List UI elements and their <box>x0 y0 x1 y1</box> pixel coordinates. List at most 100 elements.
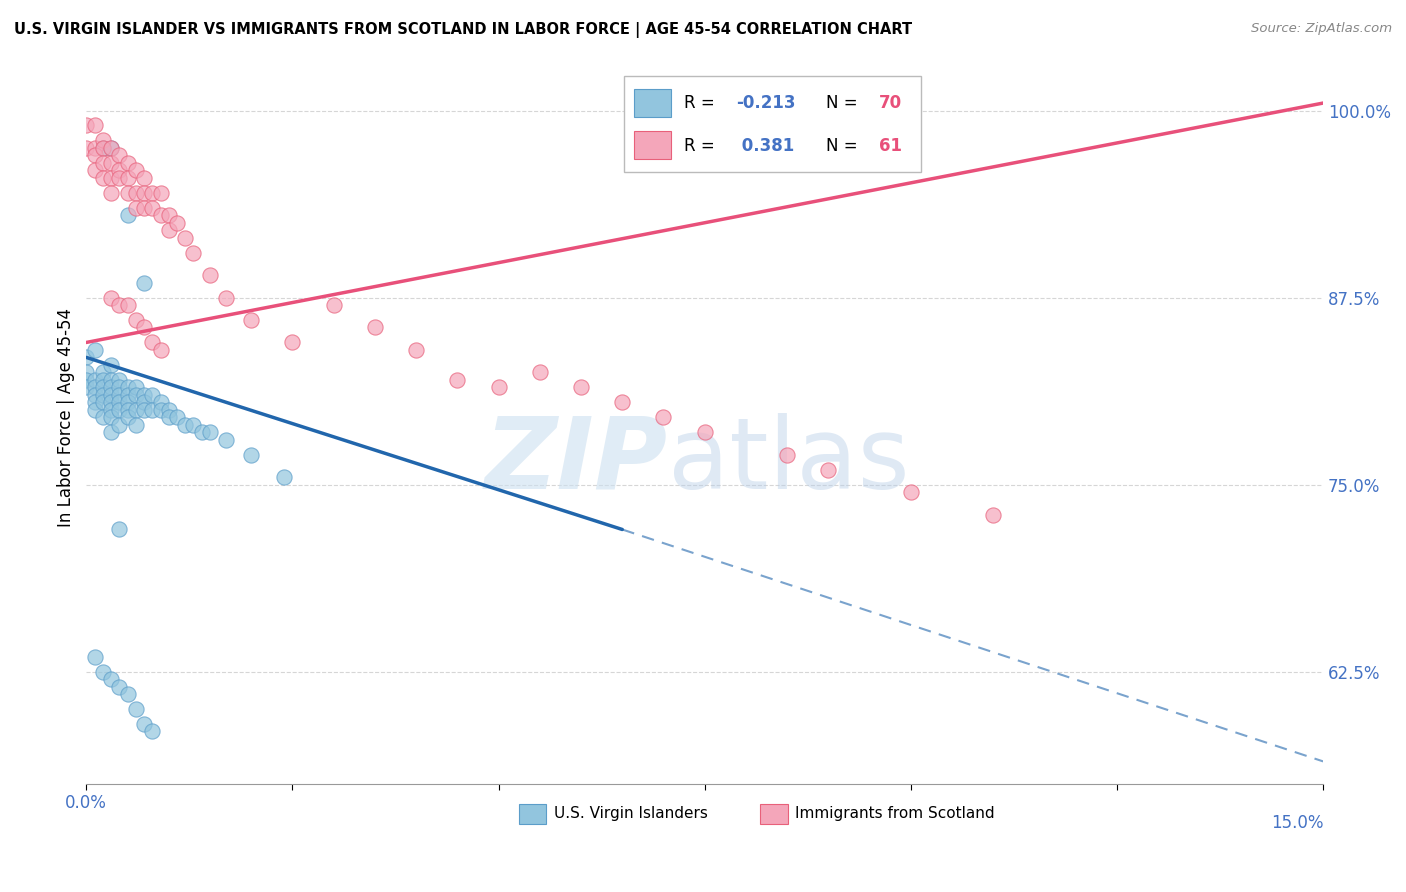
Point <box>215 291 238 305</box>
Point <box>166 216 188 230</box>
Point <box>125 380 148 394</box>
Point <box>100 380 122 394</box>
Text: 61: 61 <box>879 136 903 155</box>
Point <box>125 186 148 200</box>
Point <box>91 410 114 425</box>
Point <box>900 485 922 500</box>
Point <box>117 298 139 312</box>
Text: -0.213: -0.213 <box>735 94 796 112</box>
Point <box>125 402 148 417</box>
Point <box>83 388 105 402</box>
Point <box>981 508 1004 522</box>
Point <box>149 395 172 409</box>
Point <box>100 156 122 170</box>
Point <box>117 410 139 425</box>
Point <box>108 395 131 409</box>
Point <box>83 163 105 178</box>
FancyBboxPatch shape <box>519 804 547 824</box>
Point <box>108 417 131 432</box>
Point <box>83 402 105 417</box>
Point <box>405 343 427 357</box>
Point <box>693 425 716 440</box>
Point <box>157 402 180 417</box>
Text: U.S. Virgin Islanders: U.S. Virgin Islanders <box>554 806 707 822</box>
Point <box>157 410 180 425</box>
Point <box>108 298 131 312</box>
Point <box>132 388 155 402</box>
Text: Immigrants from Scotland: Immigrants from Scotland <box>794 806 994 822</box>
Point <box>364 320 387 334</box>
FancyBboxPatch shape <box>634 131 671 160</box>
Text: atlas: atlas <box>668 413 910 509</box>
Text: Source: ZipAtlas.com: Source: ZipAtlas.com <box>1251 22 1392 36</box>
Point <box>108 163 131 178</box>
Point <box>75 351 97 365</box>
Point <box>91 141 114 155</box>
Point <box>91 380 114 394</box>
Point <box>100 373 122 387</box>
Point <box>776 448 799 462</box>
Y-axis label: In Labor Force | Age 45-54: In Labor Force | Age 45-54 <box>58 308 75 527</box>
Point <box>83 373 105 387</box>
Point <box>190 425 212 440</box>
Point <box>75 380 97 394</box>
Point <box>125 313 148 327</box>
Text: 70: 70 <box>879 94 903 112</box>
Text: 0.381: 0.381 <box>735 136 794 155</box>
Point <box>91 395 114 409</box>
Point <box>117 687 139 701</box>
Point <box>529 365 551 379</box>
Point <box>117 395 139 409</box>
Point <box>91 156 114 170</box>
Point <box>488 380 510 394</box>
Point <box>141 335 163 350</box>
Point <box>240 448 263 462</box>
Point <box>91 373 114 387</box>
Point <box>100 291 122 305</box>
Point <box>108 388 131 402</box>
Point <box>83 148 105 162</box>
Point <box>132 402 155 417</box>
Point <box>569 380 592 394</box>
Point <box>108 170 131 185</box>
Point <box>141 402 163 417</box>
Point <box>141 186 163 200</box>
Point <box>100 186 122 200</box>
Point <box>149 208 172 222</box>
Point <box>132 717 155 731</box>
Point <box>273 470 295 484</box>
Point <box>75 373 97 387</box>
Point <box>240 313 263 327</box>
Point <box>117 388 139 402</box>
Point <box>141 388 163 402</box>
Point <box>75 141 97 155</box>
Text: N =: N = <box>825 136 863 155</box>
Point <box>108 523 131 537</box>
Point <box>100 402 122 417</box>
Point <box>75 119 97 133</box>
Point <box>100 358 122 372</box>
Point <box>149 343 172 357</box>
Point <box>157 223 180 237</box>
Point <box>117 170 139 185</box>
Point <box>446 373 468 387</box>
Point <box>100 141 122 155</box>
Point <box>117 208 139 222</box>
Point <box>108 402 131 417</box>
Point <box>108 380 131 394</box>
Point <box>117 380 139 394</box>
Point <box>132 170 155 185</box>
Point <box>215 433 238 447</box>
Point <box>100 388 122 402</box>
Point <box>91 665 114 679</box>
Point <box>83 395 105 409</box>
Point <box>91 170 114 185</box>
FancyBboxPatch shape <box>761 804 787 824</box>
Point <box>100 410 122 425</box>
Text: N =: N = <box>825 94 863 112</box>
Point <box>174 230 197 244</box>
Point <box>322 298 344 312</box>
Text: ZIP: ZIP <box>485 413 668 509</box>
Point <box>198 268 221 282</box>
Point <box>166 410 188 425</box>
